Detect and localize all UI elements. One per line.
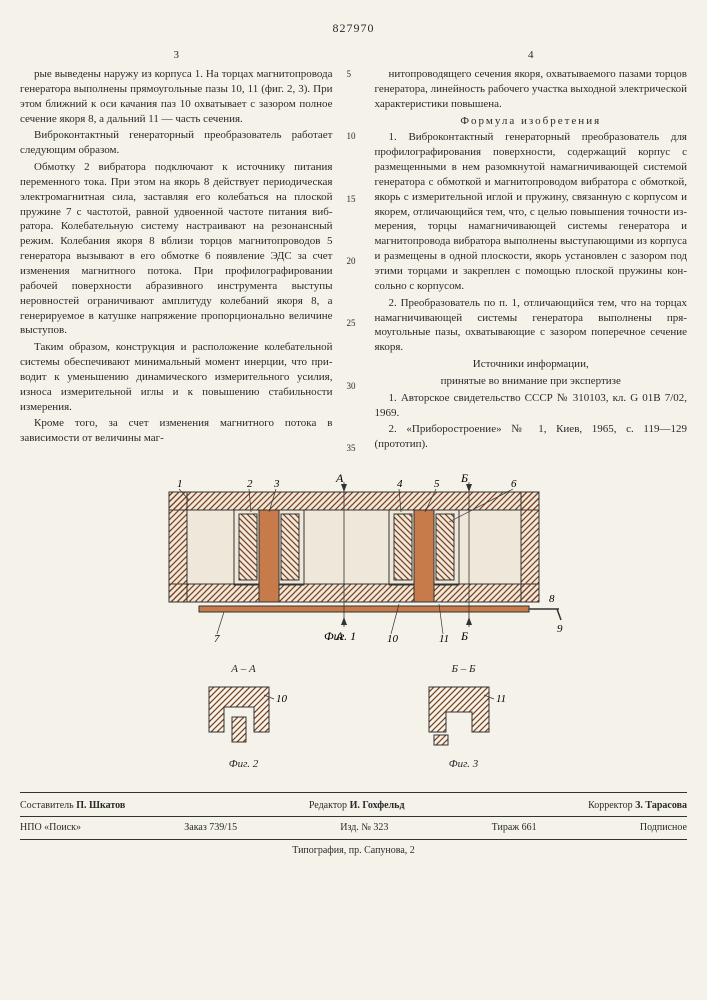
text-columns: 3 рые выведены наружу из корпуса 1. На т… xyxy=(20,48,687,454)
footer-izd: Изд. № 323 xyxy=(340,821,388,835)
section-a-top: А xyxy=(335,472,344,485)
left-p2: Виброконтактный генераторный преоб­разов… xyxy=(20,128,333,158)
fig1-label-3: 3 xyxy=(273,478,280,490)
fig1-label-7: 7 xyxy=(214,633,220,645)
editor: Редактор И. Гохфельд xyxy=(309,799,405,813)
footer-order: Заказ 739/15 xyxy=(184,821,237,835)
figure-3-wrap: Б – Б 11 Фиг. 3 xyxy=(414,662,514,772)
right-column: 4 нитопроводящего сечения якоря, охватыв… xyxy=(375,48,688,454)
fig1-label-11: 11 xyxy=(439,633,449,645)
sources-title: Источники информации, xyxy=(375,357,688,372)
footer-typo: Типография, пр. Сапунова, 2 xyxy=(20,844,687,858)
sources-sub: принятые во внимание при экспертизе xyxy=(375,374,688,389)
doc-number: 827970 xyxy=(20,20,687,36)
sec-a-title: А – А xyxy=(194,662,294,677)
sec-b-title: Б – Б xyxy=(414,662,514,677)
figure-1: 1 2 3 4 5 6 7 8 9 10 11 А А Б Б Фиг. 1 xyxy=(139,472,569,652)
figure-2: 10 xyxy=(194,677,294,757)
left-p4: Таким образом, конструкция и располо­жен… xyxy=(20,340,333,414)
fig1-label-6: 6 xyxy=(511,478,517,490)
right-p3: 2. Преобразователь по п. 1, отличаю­щийс… xyxy=(375,296,688,355)
fig3-caption: Фиг. 3 xyxy=(414,757,514,772)
right-p2: 1. Виброконтактный генераторный пре­обра… xyxy=(375,130,688,293)
footer-org: НПО «Поиск» xyxy=(20,821,81,835)
fig1-label-9: 9 xyxy=(557,623,563,635)
corrector: Корректор З. Тарасова xyxy=(588,799,687,813)
left-p3: Обмотку 2 вибратора подключают к ис­точн… xyxy=(20,160,333,338)
fig1-label-8: 8 xyxy=(549,593,555,605)
fig1-label-4: 4 xyxy=(397,478,403,490)
figure-3: 11 xyxy=(414,677,514,757)
left-column: 3 рые выведены наружу из корпуса 1. На т… xyxy=(20,48,333,454)
figures-block: 1 2 3 4 5 6 7 8 9 10 11 А А Б Б Фиг. 1 А… xyxy=(20,472,687,772)
fig1-label-1: 1 xyxy=(177,478,183,490)
section-b-top: Б xyxy=(460,472,468,485)
formula-title: Формула изобретения xyxy=(375,114,688,129)
left-p1: рые выведены наружу из корпуса 1. На тор… xyxy=(20,67,333,126)
right-p1: нитопроводящего сечения якоря, охватывае… xyxy=(375,67,688,112)
fig1-label-2: 2 xyxy=(247,478,253,490)
footer-tirazh: Тираж 661 xyxy=(492,821,537,835)
footer-sub: Подписное xyxy=(640,821,687,835)
right-p5: 2. «Приборостроение» № 1, Киев, 1965, с.… xyxy=(375,422,688,452)
left-col-number: 3 xyxy=(20,48,333,63)
fig2-label: 10 xyxy=(276,693,288,705)
section-b-bot: Б xyxy=(460,629,468,643)
right-col-number: 4 xyxy=(375,48,688,63)
section-figures: А – А 10 Фиг. 2 Б – Б xyxy=(194,662,514,772)
line-numbers: 5 10 15 20 25 30 35 xyxy=(347,48,361,454)
fig1-caption: Фиг. 1 xyxy=(324,629,356,643)
footer: Составитель П. Шкатов Редактор И. Гохфел… xyxy=(20,792,687,858)
compiler: Составитель П. Шкатов xyxy=(20,799,125,813)
right-p4: 1. Авторское свидетельство СССР № 310103… xyxy=(375,391,688,421)
fig1-label-10: 10 xyxy=(387,633,399,645)
left-p5: Кроме того, за счет изменения магнитно­г… xyxy=(20,416,333,446)
figure-2-wrap: А – А 10 Фиг. 2 xyxy=(194,662,294,772)
fig1-label-5: 5 xyxy=(434,478,440,490)
fig2-caption: Фиг. 2 xyxy=(194,757,294,772)
fig3-label: 11 xyxy=(496,693,506,705)
